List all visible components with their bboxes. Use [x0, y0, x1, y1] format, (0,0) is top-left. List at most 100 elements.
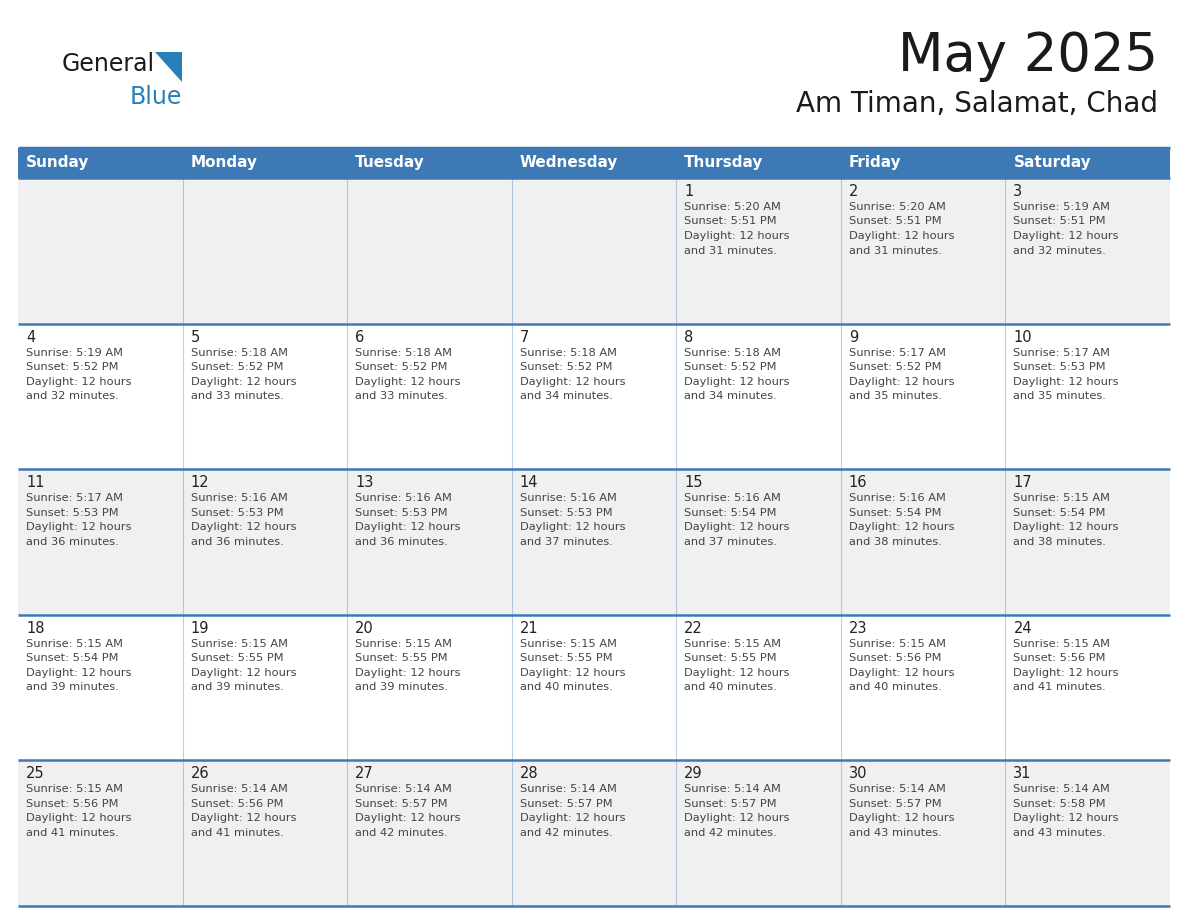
Text: Sunset: 5:54 PM: Sunset: 5:54 PM: [684, 508, 777, 518]
Bar: [183, 615, 347, 760]
Text: 1: 1: [684, 184, 694, 199]
Text: Sunrise: 5:18 AM: Sunrise: 5:18 AM: [355, 348, 453, 358]
Text: Sunrise: 5:14 AM: Sunrise: 5:14 AM: [355, 784, 451, 794]
Text: Daylight: 12 hours: Daylight: 12 hours: [190, 376, 296, 386]
Text: Daylight: 12 hours: Daylight: 12 hours: [190, 522, 296, 532]
Text: Sunset: 5:55 PM: Sunset: 5:55 PM: [519, 654, 612, 664]
Text: 8: 8: [684, 330, 694, 344]
Text: 9: 9: [849, 330, 858, 344]
Text: Sunset: 5:53 PM: Sunset: 5:53 PM: [519, 508, 612, 518]
Text: Sunset: 5:52 PM: Sunset: 5:52 PM: [26, 362, 119, 372]
Text: 13: 13: [355, 476, 373, 490]
Text: 10: 10: [1013, 330, 1032, 344]
Text: Thursday: Thursday: [684, 155, 764, 171]
Text: 16: 16: [849, 476, 867, 490]
Text: Daylight: 12 hours: Daylight: 12 hours: [519, 813, 625, 823]
Text: and 41 minutes.: and 41 minutes.: [190, 828, 283, 838]
Text: Sunrise: 5:15 AM: Sunrise: 5:15 AM: [519, 639, 617, 649]
Text: Sunset: 5:53 PM: Sunset: 5:53 PM: [190, 508, 283, 518]
Text: and 42 minutes.: and 42 minutes.: [684, 828, 777, 838]
Text: Daylight: 12 hours: Daylight: 12 hours: [355, 522, 461, 532]
Bar: [676, 615, 841, 760]
Text: Friday: Friday: [849, 155, 902, 171]
Text: Monday: Monday: [190, 155, 258, 171]
Text: Sunrise: 5:18 AM: Sunrise: 5:18 AM: [519, 348, 617, 358]
Bar: [676, 469, 841, 615]
Text: Daylight: 12 hours: Daylight: 12 hours: [684, 522, 790, 532]
Text: and 36 minutes.: and 36 minutes.: [355, 537, 448, 547]
Text: 31: 31: [1013, 767, 1032, 781]
Text: Sunset: 5:55 PM: Sunset: 5:55 PM: [355, 654, 448, 664]
Text: Blue: Blue: [129, 85, 183, 109]
Text: 20: 20: [355, 621, 374, 636]
Text: Daylight: 12 hours: Daylight: 12 hours: [355, 376, 461, 386]
Text: 27: 27: [355, 767, 374, 781]
Text: Daylight: 12 hours: Daylight: 12 hours: [1013, 813, 1119, 823]
Text: 14: 14: [519, 476, 538, 490]
Polygon shape: [154, 52, 182, 82]
Text: 2: 2: [849, 184, 858, 199]
Text: Sunset: 5:56 PM: Sunset: 5:56 PM: [1013, 654, 1106, 664]
Bar: [18, 469, 183, 615]
Text: and 37 minutes.: and 37 minutes.: [684, 537, 777, 547]
Text: Daylight: 12 hours: Daylight: 12 hours: [684, 376, 790, 386]
Text: and 41 minutes.: and 41 minutes.: [1013, 682, 1106, 692]
Text: and 36 minutes.: and 36 minutes.: [26, 537, 119, 547]
Text: 24: 24: [1013, 621, 1032, 636]
Text: Sunrise: 5:17 AM: Sunrise: 5:17 AM: [26, 493, 124, 503]
Bar: [1005, 760, 1170, 906]
Text: Sunset: 5:52 PM: Sunset: 5:52 PM: [684, 362, 777, 372]
Bar: [841, 324, 1005, 469]
Bar: [347, 469, 512, 615]
Text: and 34 minutes.: and 34 minutes.: [684, 391, 777, 401]
Text: Sunset: 5:54 PM: Sunset: 5:54 PM: [849, 508, 941, 518]
Text: Sunrise: 5:14 AM: Sunrise: 5:14 AM: [519, 784, 617, 794]
Text: 29: 29: [684, 767, 703, 781]
Bar: [676, 178, 841, 324]
Bar: [841, 469, 1005, 615]
Bar: [347, 148, 512, 178]
Text: Daylight: 12 hours: Daylight: 12 hours: [684, 231, 790, 241]
Text: 25: 25: [26, 767, 45, 781]
Text: Sunrise: 5:20 AM: Sunrise: 5:20 AM: [849, 202, 946, 212]
Text: Sunrise: 5:19 AM: Sunrise: 5:19 AM: [1013, 202, 1111, 212]
Bar: [512, 469, 676, 615]
Text: 5: 5: [190, 330, 200, 344]
Text: Sunset: 5:57 PM: Sunset: 5:57 PM: [684, 799, 777, 809]
Text: Daylight: 12 hours: Daylight: 12 hours: [849, 813, 954, 823]
Text: Sunset: 5:57 PM: Sunset: 5:57 PM: [519, 799, 612, 809]
Text: Sunrise: 5:15 AM: Sunrise: 5:15 AM: [355, 639, 453, 649]
Bar: [183, 148, 347, 178]
Text: 4: 4: [26, 330, 36, 344]
Text: Sunrise: 5:17 AM: Sunrise: 5:17 AM: [1013, 348, 1111, 358]
Text: Daylight: 12 hours: Daylight: 12 hours: [190, 667, 296, 677]
Text: Sunrise: 5:14 AM: Sunrise: 5:14 AM: [849, 784, 946, 794]
Text: Sunset: 5:52 PM: Sunset: 5:52 PM: [519, 362, 612, 372]
Text: Sunset: 5:53 PM: Sunset: 5:53 PM: [355, 508, 448, 518]
Text: Sunrise: 5:15 AM: Sunrise: 5:15 AM: [1013, 493, 1111, 503]
Bar: [512, 324, 676, 469]
Bar: [347, 178, 512, 324]
Text: May 2025: May 2025: [898, 30, 1158, 82]
Text: Daylight: 12 hours: Daylight: 12 hours: [849, 376, 954, 386]
Bar: [512, 760, 676, 906]
Bar: [347, 760, 512, 906]
Text: Daylight: 12 hours: Daylight: 12 hours: [849, 667, 954, 677]
Text: Am Timan, Salamat, Chad: Am Timan, Salamat, Chad: [796, 90, 1158, 118]
Bar: [347, 615, 512, 760]
Bar: [676, 324, 841, 469]
Text: and 33 minutes.: and 33 minutes.: [355, 391, 448, 401]
Text: Daylight: 12 hours: Daylight: 12 hours: [1013, 522, 1119, 532]
Text: Sunset: 5:55 PM: Sunset: 5:55 PM: [190, 654, 283, 664]
Text: Sunset: 5:51 PM: Sunset: 5:51 PM: [684, 217, 777, 227]
Text: Daylight: 12 hours: Daylight: 12 hours: [26, 667, 132, 677]
Text: General: General: [62, 52, 156, 76]
Text: and 35 minutes.: and 35 minutes.: [849, 391, 942, 401]
Bar: [18, 178, 183, 324]
Text: and 41 minutes.: and 41 minutes.: [26, 828, 119, 838]
Text: Daylight: 12 hours: Daylight: 12 hours: [684, 813, 790, 823]
Bar: [183, 760, 347, 906]
Text: Sunrise: 5:16 AM: Sunrise: 5:16 AM: [684, 493, 782, 503]
Bar: [841, 615, 1005, 760]
Text: Sunrise: 5:15 AM: Sunrise: 5:15 AM: [1013, 639, 1111, 649]
